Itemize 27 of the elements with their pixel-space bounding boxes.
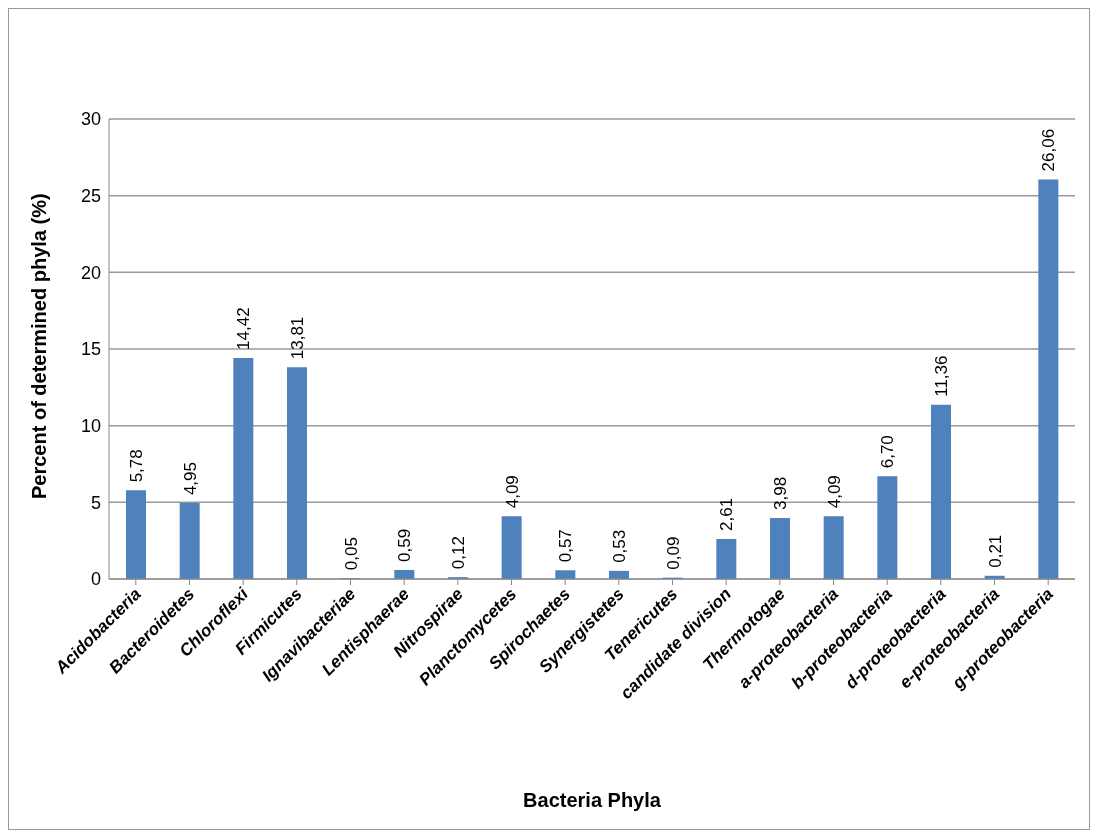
data-label: 0,05	[341, 537, 361, 571]
y-axis-title: Percent of determined phyla (%)	[28, 193, 51, 499]
y-tick-label: 10	[80, 416, 101, 437]
y-tick-label: 30	[80, 109, 101, 130]
data-label: 6,70	[878, 435, 898, 469]
data-label: 14,42	[234, 307, 254, 350]
y-tick-label: 5	[90, 492, 101, 513]
y-tick-label: 0	[90, 569, 101, 590]
data-label: 0,53	[610, 529, 629, 563]
data-label: 26,06	[1039, 128, 1059, 172]
data-label: 0,09	[663, 536, 683, 570]
data-label: 5,78	[127, 449, 146, 483]
data-label: 3,98	[771, 476, 790, 510]
data-label: 0,12	[449, 536, 468, 570]
data-label: 13,81	[288, 316, 307, 360]
data-label: 4,95	[180, 462, 200, 496]
data-label: 2,61	[717, 497, 737, 531]
data-label: 0,21	[985, 534, 1005, 568]
data-label: 0,57	[556, 529, 576, 563]
data-label: 11,36	[932, 355, 951, 397]
data-label: 4,09	[502, 475, 522, 509]
y-tick-label: 15	[80, 339, 101, 360]
data-label: 0,59	[395, 528, 415, 562]
data-label: 4,09	[824, 475, 844, 509]
y-tick-label: 20	[80, 262, 101, 283]
y-tick-label: 25	[80, 186, 101, 207]
x-axis-title: Bacteria Phyla	[523, 789, 662, 811]
